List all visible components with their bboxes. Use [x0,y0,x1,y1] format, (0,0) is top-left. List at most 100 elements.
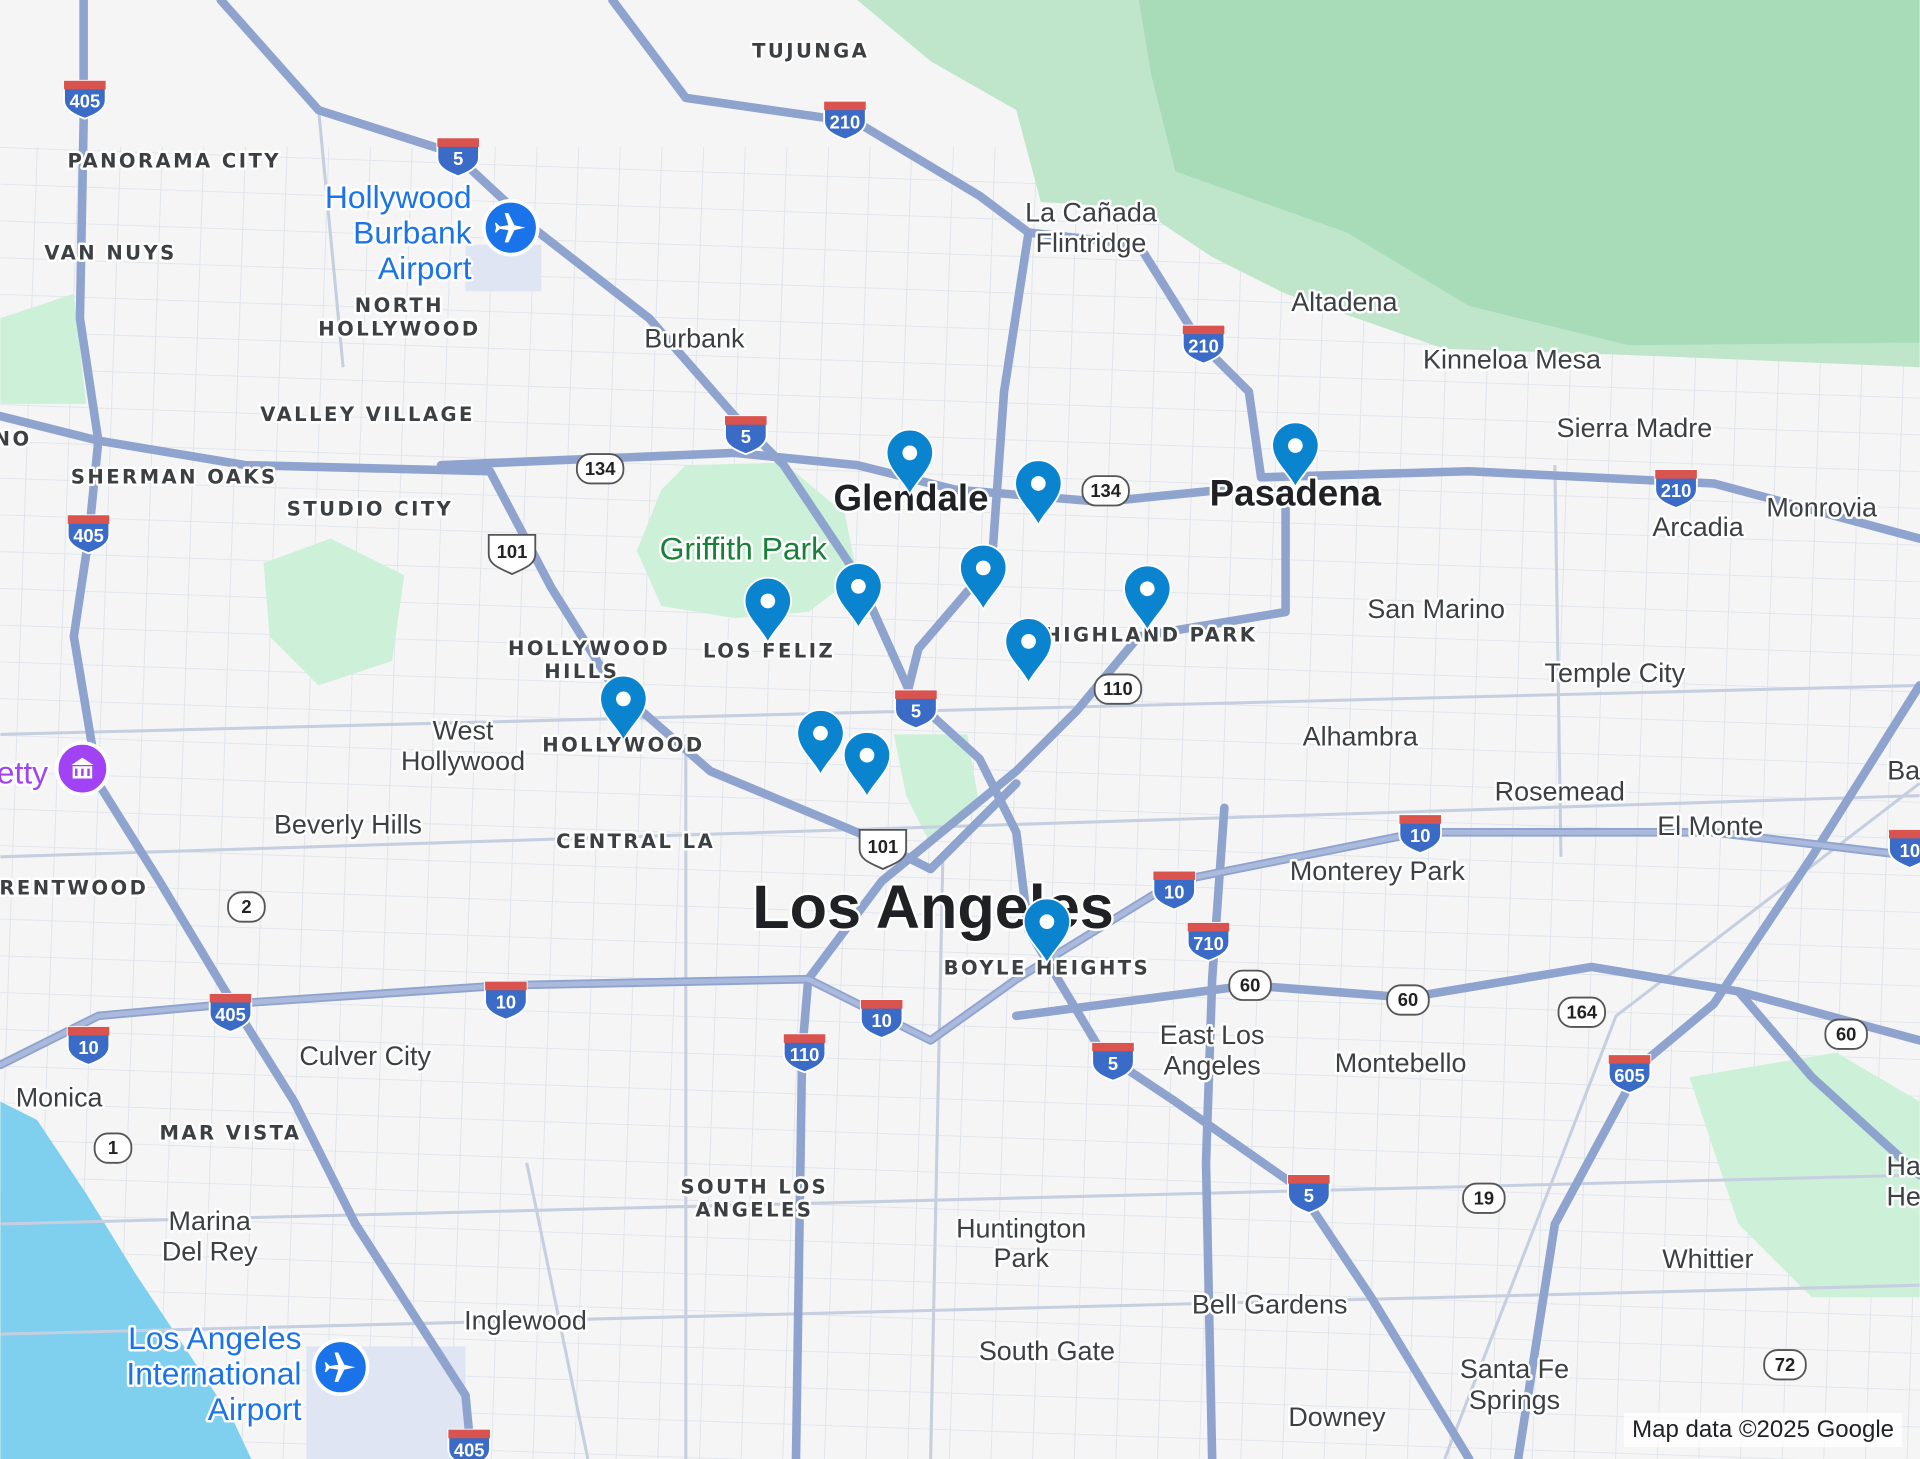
airplane-icon[interactable] [311,1338,370,1396]
label-highland-park: HIGHLAND PARK [1044,623,1257,646]
interstate-shields: 405 5 210 5 405 210 210 5 10 710 10 10 4… [63,79,1920,1459]
griffith-park-area [636,462,858,619]
shield-us101: 101 [868,836,899,857]
label-hollywood-hills: HOLLYWOOD [508,637,670,660]
shield-i5: 5 [911,700,921,721]
shield-ca134: 134 [1090,480,1121,501]
shield-i405: 405 [73,525,104,546]
shield-i210: 210 [1661,480,1692,501]
shield-i5: 5 [1304,1185,1314,1206]
label-inglewood: Inglewood [464,1305,587,1335]
label-santa-fe-springs: Santa Fe [1460,1354,1569,1384]
mountain-ridge [1138,0,1920,346]
label-montebello: Montebello [1335,1048,1467,1078]
label-burbank-airport[interactable]: Hollywood [322,177,474,218]
label-marina-del-rey: Del Rey [162,1237,258,1267]
shield-ca19: 19 [1474,1187,1494,1208]
label-culver-city: Culver City [299,1041,431,1071]
shield-i405: 405 [70,91,101,112]
place-labels: TUJUNGA PANORAMA CITY VAN NUYS Hollywood… [0,37,1920,1434]
label-burbank-airport[interactable]: Burbank [351,212,474,253]
label-griffith-park[interactable]: Griffith Park [657,528,829,569]
shield-ca72: 72 [1775,1354,1795,1375]
state-route-shields: 134 134 110 2 60 60 164 60 1 19 72 [93,453,1868,1381]
label-santa-monica-partial: Monica [16,1082,103,1112]
shield-ca110: 110 [1103,678,1133,699]
label-santa-fe-springs: Springs [1469,1385,1560,1415]
label-west-hollywood: West [433,715,494,745]
label-lax[interactable]: Airport [205,1388,304,1429]
label-huntington-park: Huntington [956,1213,1086,1243]
label-la-canada: Flintridge [1036,228,1147,258]
shield-ca60: 60 [1240,974,1260,995]
shield-i10: 10 [1164,881,1184,902]
shield-ca164: 164 [1566,1001,1597,1022]
label-san-marino: San Marino [1367,594,1505,624]
label-burbank: Burbank [644,324,745,354]
label-lax[interactable]: International [124,1353,304,1394]
label-sierra-madre: Sierra Madre [1557,413,1713,443]
label-burbank-airport[interactable]: Airport [375,248,474,289]
shield-i405: 405 [215,1004,246,1025]
label-north-hollywood: HOLLYWOOD [318,317,480,340]
label-valley-village: VALLEY VILLAGE [260,403,475,426]
shield-ca1: 1 [108,1137,118,1158]
label-hacienda-heights-partial: He [1886,1182,1920,1212]
label-lax[interactable]: Los Angeles [126,1317,304,1358]
label-panorama-city: PANORAMA CITY [67,150,280,173]
shield-i210: 210 [830,112,861,133]
shield-ca60: 60 [1836,1023,1856,1044]
shield-i10: 10 [496,992,516,1013]
label-encino-partial: NO [0,428,32,451]
label-south-los-angeles: SOUTH LOS [680,1175,828,1198]
label-marina-del-rey: Marina [169,1206,251,1236]
label-east-los-angeles: East Los [1160,1020,1265,1050]
shield-i605: 605 [1614,1065,1645,1086]
shield-i10: 10 [78,1037,98,1058]
label-getty-center[interactable]: etty [0,752,51,793]
label-alhambra: Alhambra [1303,721,1418,751]
label-east-los-angeles: Angeles [1164,1051,1261,1081]
label-temple-city: Temple City [1545,658,1686,688]
label-hollywood-hills: HILLS [544,660,619,683]
museum-icon[interactable] [54,741,110,797]
label-van-nuys: VAN NUYS [44,241,176,264]
label-monrovia: Monrovia [1766,493,1877,523]
label-bell-gardens: Bell Gardens [1192,1289,1348,1319]
label-mar-vista: MAR VISTA [159,1122,301,1145]
shield-i10: 10 [871,1010,891,1031]
label-monterey-park: Monterey Park [1290,856,1466,886]
shield-ca60: 60 [1398,989,1418,1010]
label-south-gate: South Gate [979,1336,1115,1366]
label-beverly-hills: Beverly Hills [274,810,422,840]
label-whittier: Whittier [1662,1244,1753,1274]
label-sherman-oaks: SHERMAN OAKS [71,465,278,488]
arterial-roads [0,110,1920,1459]
us-route-shields: 101 101 [487,533,908,871]
shield-i10: 10 [1900,840,1920,861]
airplane-icon[interactable] [482,198,540,257]
park-area [1689,1052,1920,1298]
label-hacienda-heights-partial: Ha [1886,1151,1920,1181]
shield-i210: 210 [1188,336,1219,357]
label-west-hollywood: Hollywood [401,746,525,776]
park-area [263,538,405,686]
shield-ca134: 134 [585,458,616,479]
label-downey: Downey [1288,1402,1386,1432]
label-la-canada: La Cañada [1025,198,1157,228]
label-el-monte: El Monte [1657,811,1763,841]
map-attribution: Map data ©2025 Google [1624,1413,1902,1447]
label-baldwin-park-partial: Ba [1887,756,1920,786]
label-arcadia: Arcadia [1652,512,1743,542]
shield-i405: 405 [454,1440,485,1459]
shield-i5: 5 [741,426,751,447]
pacific-ocean [0,1101,252,1459]
label-brentwood: RENTWOOD [0,877,148,900]
label-huntington-park: Park [994,1243,1050,1273]
park-area [0,293,87,404]
label-boyle-heights: BOYLE HEIGHTS [944,956,1151,979]
label-rosemead: Rosemead [1495,776,1625,806]
label-kinneloa-mesa: Kinneloa Mesa [1423,344,1601,374]
